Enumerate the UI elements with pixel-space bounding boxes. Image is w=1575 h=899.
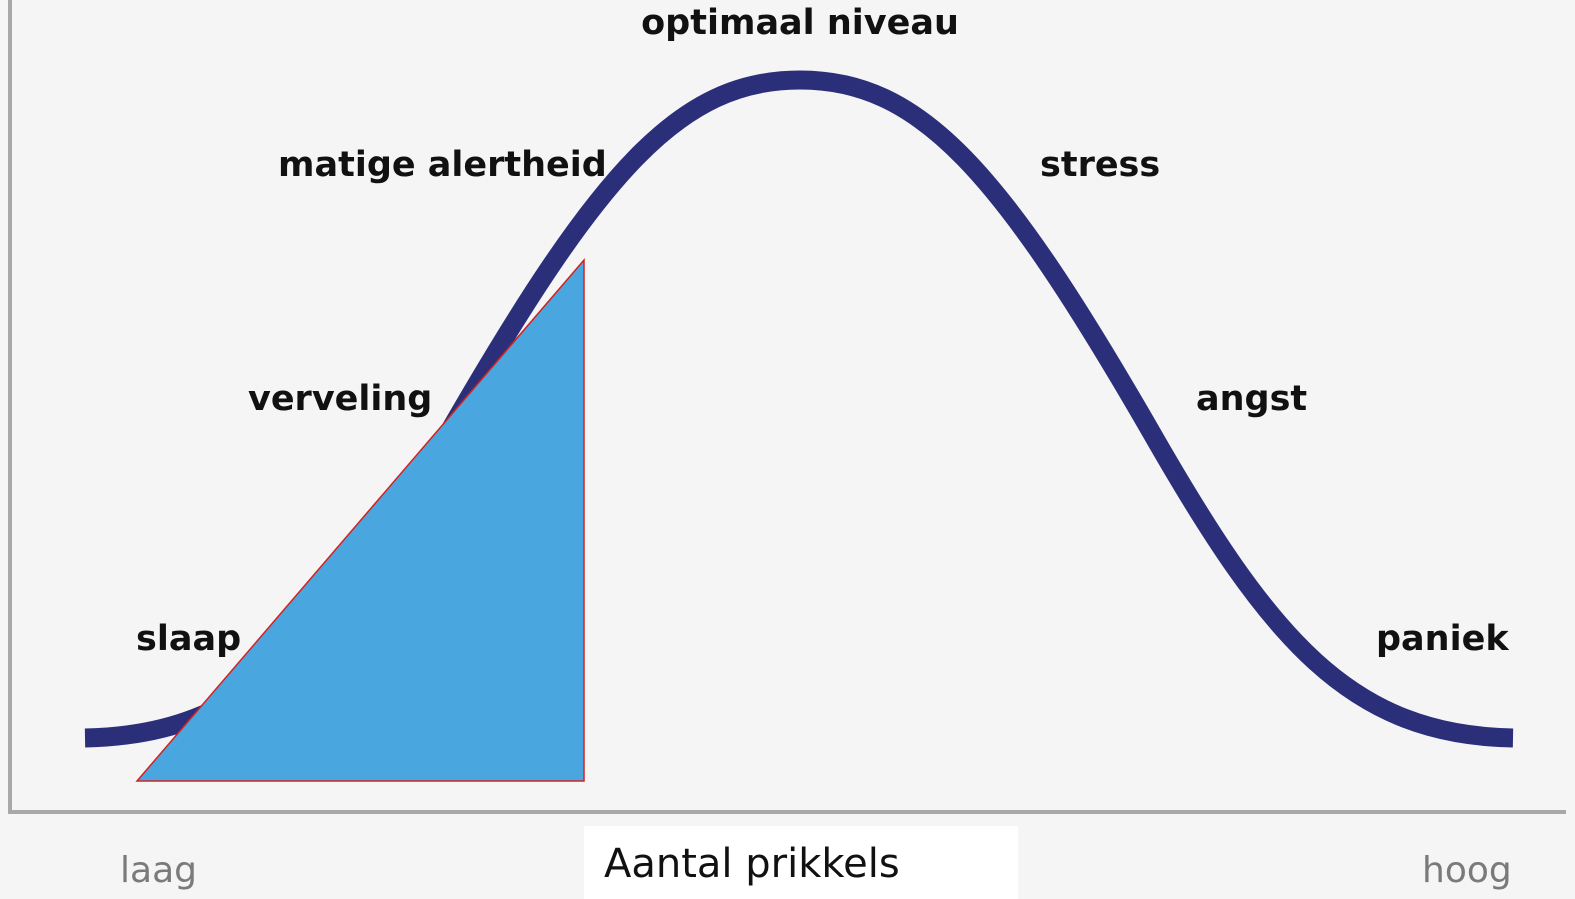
curve-label: stress (1040, 145, 1160, 185)
curve-label: matige alertheid (278, 145, 607, 185)
curve-label: angst (1196, 379, 1307, 419)
axis-title-box (584, 826, 1018, 899)
curve-label: verveling (248, 379, 432, 419)
axis-low-label: laag (120, 850, 197, 891)
curve-label: optimaal niveau (641, 3, 959, 43)
highlight-triangle (135, 257, 585, 782)
axis-high-label: hoog (1422, 850, 1512, 891)
axis-title: Aantal prikkels (604, 841, 900, 887)
curve-label: slaap (136, 619, 241, 659)
curve-label: paniek (1376, 619, 1509, 659)
